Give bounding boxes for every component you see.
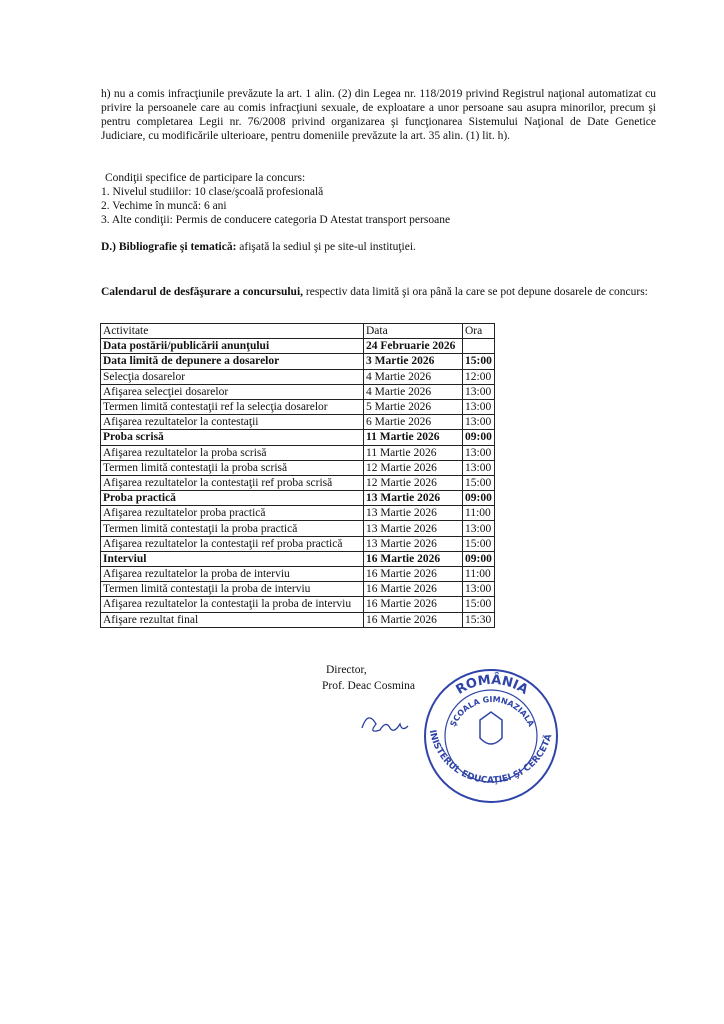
table-row: Afişare rezultat final 16 Martie 2026 15:3… [100,611,495,628]
table-row: Termen limită contestaţii ref la selecţi… [100,398,495,416]
table-cell: 3 Martie 2026 [363,353,463,370]
table-cell: Afişarea rezultatelor la proba scrisă [100,444,364,461]
table-row: Afişarea rezultatelor la contestaţii ref… [100,474,495,492]
stamp-text: MINISTERUL EDUCAŢIEI ŞI CERCETĂRII [0,0,554,786]
table-cell: Afişarea rezultatelor la contestaţii ref… [100,474,364,492]
table-row: Afişarea rezultatelor la proba scrisă 11 … [100,444,495,461]
schedule-table: Activitate Data Ora Data postării/publicări… [100,322,495,628]
stamp-bottom: MINISTERUL EDUCAŢIEI ŞI CERCETĂRII [0,0,554,786]
table-cell: Termen limită contestaţii ref la selecţi… [100,398,364,416]
calendar-text: respectiv data limită şi ora până la car… [303,286,648,298]
table-cell: 15:00 [462,353,495,370]
signature-role: Director, [326,664,367,676]
table-row: Data limită de depunere a dosarelor 3 Mar… [100,353,495,370]
bibliography-text: afişată la sediul şi pe site-ul instituţ… [236,241,416,253]
condition: 2. Vechime în muncă: 6 ani [101,200,227,212]
table-cell: 12 Martie 2026 [363,459,463,476]
table-cell: 11:00 [462,565,495,583]
table-cell: Afişarea selecţiei dosarelor [100,383,364,400]
table-row: Interviul 16 Martie 2026 09:00 [100,550,495,568]
table-row: Activitate Data Ora [100,322,495,340]
table-cell: Afişare rezultat final [100,611,364,628]
table-row: Afişarea rezultatelor proba practică 13 M… [100,505,495,522]
table-cell: 13:00 [462,520,495,537]
calendar-intro: Calendarul de desfăşurare a concursului,… [101,285,656,299]
conditions-title: Condiţii specifice de participare la con… [105,172,306,184]
table-row: Afişarea selecţiei dosarelor 4 Martie 202… [100,383,495,400]
table-row: Afişarea rezultatelor la contestaţii la … [100,596,495,613]
table-cell: 13:00 [462,581,495,598]
table-cell: Afişarea rezultatelor proba practică [100,505,364,522]
table-row: Termen limită contestaţii la proba scris… [100,459,495,476]
calendar-label: Calendarul de desfăşurare a concursului, [101,286,304,298]
stamp [424,669,558,803]
table-cell: Activitate [100,322,364,340]
table-row: Termen limită contestaţii la proba pract… [100,520,495,537]
table-cell: 11 Martie 2026 [363,429,463,446]
table-row: Proba scrisă 11 Martie 2026 09:00 [100,429,495,446]
condition: 3. Alte condiţii: Permis de conducere ca… [101,214,451,226]
bibliography-label: D.) Bibliografie şi tematică: [101,241,237,253]
table-cell: 11:00 [462,505,495,522]
table-cell: 11 Martie 2026 [363,444,463,461]
table-cell: 6 Martie 2026 [363,414,463,431]
table-cell: 4 Martie 2026 [363,383,463,400]
signature-block: Director, Prof. Deac Cosmina [322,662,415,694]
table-cell: 4 Martie 2026 [363,368,463,385]
table-cell: 09:00 [462,490,495,507]
table-cell: 16 Martie 2026 [363,550,463,568]
table-cell: 13 Martie 2026 [363,505,463,522]
table-cell: 13:00 [462,383,495,400]
table-cell: 13:00 [462,398,495,416]
table-cell: Afişarea rezultatelor la contestaţii la … [100,596,364,613]
table-cell: 16 Martie 2026 [363,611,463,628]
bibliography: D.) Bibliografie şi tematică: afişată la… [101,240,656,254]
paragraph: h) nu a comis infracţiunile prevăzute la… [101,88,656,142]
table-cell: 5 Martie 2026 [363,398,463,416]
signature-name: Prof. Deac Cosmina [322,680,415,692]
table-cell: 09:00 [462,550,495,568]
table-cell: 15:30 [462,611,495,628]
table-cell: 12:00 [462,368,495,385]
condition: 1. Nivelul studiilor: 10 clase/şcoală pr… [101,186,324,198]
handwritten-signature [361,717,409,732]
table-row: Termen limită contestaţii la proba de in… [100,581,495,598]
table-cell: Termen limită contestaţii la proba pract… [100,520,364,537]
table-row: Data postării/publicării anunţului 24 Feb… [100,338,495,355]
conditions: Condiţii specifice de participare la con… [101,171,656,227]
